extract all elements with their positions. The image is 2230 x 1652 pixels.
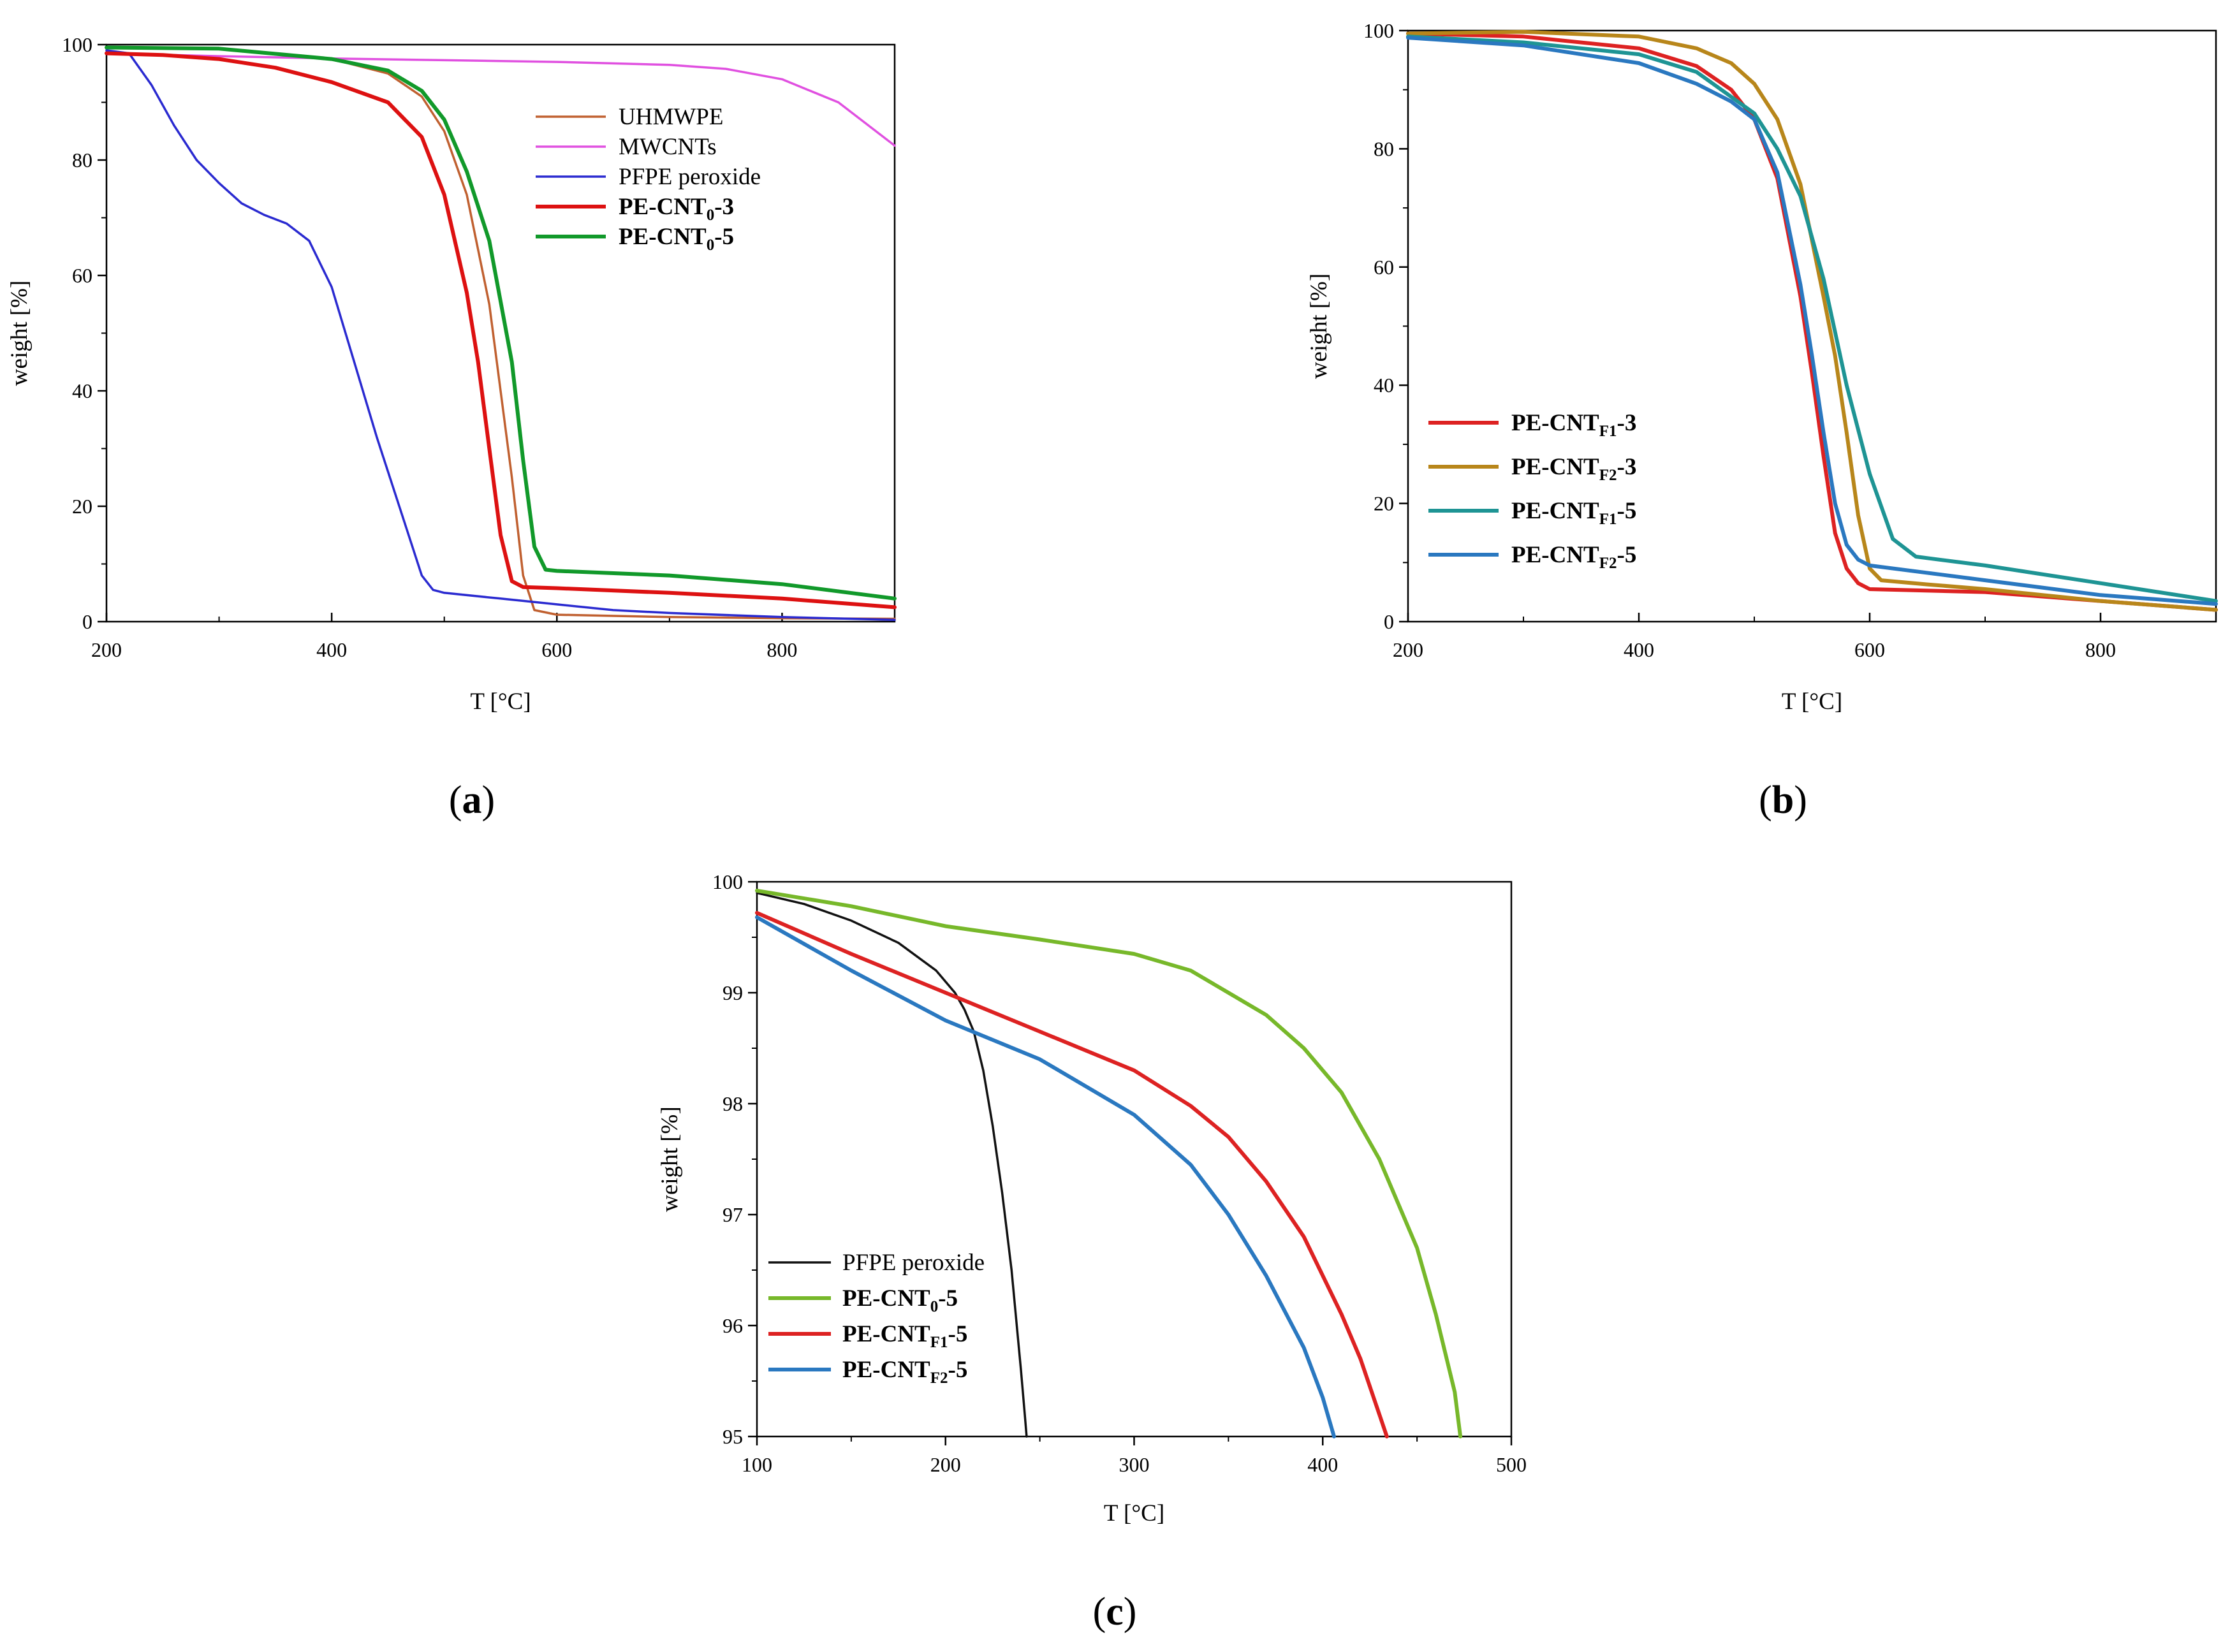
legend-entry: PFPE peroxide <box>842 1250 985 1276</box>
legend-entry: PE-CNTF1-5 <box>842 1321 967 1351</box>
legend: PE-CNTF1-3 PE-CNTF2-3 PE-CNTF1-5 PE-CNTF2-5 <box>1428 410 1636 572</box>
y-axis-label: weight [%] <box>6 281 33 386</box>
y-tick-label: 0 <box>1384 610 1394 633</box>
y-tick-label: 98 <box>723 1092 743 1115</box>
legend-entry: PE-CNTF1-5 <box>1511 498 1636 528</box>
chart-a: 200 400 600 800 0 20 40 60 80 100 T [°C] weight [%]… <box>6 33 897 715</box>
legend-entry: PE-CNT0-3 <box>619 194 734 224</box>
y-tick-label: 100 <box>62 33 92 56</box>
panel-label-b: (b) <box>1759 778 1807 822</box>
x-tick-label: 200 <box>91 638 122 661</box>
y-tick-label: 80 <box>72 149 92 172</box>
panel-label-a: (a) <box>449 778 495 822</box>
y-axis-label: weight [%] <box>1306 274 1332 379</box>
x-tick-label: 300 <box>1119 1453 1150 1476</box>
y-tick-label: 40 <box>1374 374 1394 397</box>
series-line-2 <box>105 52 896 147</box>
series-line-4 <box>755 915 1336 1438</box>
x-axis-label: T [°C] <box>1782 689 1842 715</box>
panel-label-c: (c) <box>1093 1590 1137 1634</box>
series-line-4 <box>105 51 897 610</box>
legend-entry: MWCNTs <box>619 134 717 160</box>
y-tick-label: 60 <box>72 264 92 287</box>
y-tick-label: 20 <box>72 495 92 518</box>
y-tick-label: 100 <box>712 870 743 893</box>
legend-entry: PFPE peroxide <box>619 164 761 190</box>
series-line-1 <box>1406 31 2218 612</box>
x-tick-label: 200 <box>930 1453 961 1476</box>
y-axis-label: weight [%] <box>657 1106 683 1211</box>
y-tick-label: 80 <box>1374 137 1394 160</box>
x-tick-label: 800 <box>2085 638 2116 661</box>
chart-b: 200 400 600 800 0 20 40 60 80 100 T [°C] weight [%]… <box>1306 19 2218 715</box>
x-tick-label: 100 <box>742 1453 772 1476</box>
series-line-2 <box>755 888 1463 1438</box>
plot-frame <box>756 881 1513 1438</box>
series-line-3 <box>755 910 1389 1438</box>
legend-entry: PE-CNTF2-5 <box>842 1357 967 1387</box>
y-tick-label: 97 <box>723 1203 743 1226</box>
x-tick-label: 200 <box>1393 638 1423 661</box>
plot-frame <box>1407 29 2217 623</box>
legend: UHMWPE MWCNTs PFPE peroxide PE-CNT0-3PE-CNT… <box>536 104 761 254</box>
x-tick-label: 500 <box>1496 1453 1527 1476</box>
x-tick-label: 800 <box>767 638 797 661</box>
x-axis-label: T [°C] <box>1104 1500 1164 1526</box>
series-line-3 <box>1406 34 2218 603</box>
y-tick-label: 60 <box>1374 256 1394 279</box>
x-tick-label: 400 <box>1307 1453 1338 1476</box>
x-tick-label: 400 <box>1624 638 1654 661</box>
legend-entry: PE-CNTF2-5 <box>1511 542 1636 572</box>
legend-entry: UHMWPE <box>619 104 723 130</box>
y-tick-label: 96 <box>723 1314 743 1337</box>
y-tick-label: 95 <box>723 1425 743 1448</box>
y-tick-label: 99 <box>723 981 743 1004</box>
y-tick-label: 20 <box>1374 492 1394 515</box>
series-line-3 <box>105 49 896 622</box>
series-line-4 <box>1406 36 2218 606</box>
series-line-5 <box>105 45 897 601</box>
y-tick-label: 100 <box>1363 19 1394 42</box>
x-tick-label: 600 <box>541 638 572 661</box>
x-axis-label: T [°C] <box>470 689 531 715</box>
x-tick-label: 400 <box>316 638 347 661</box>
series-line-2 <box>1406 29 2218 612</box>
y-tick-label: 40 <box>72 379 92 402</box>
legend: PFPE peroxide PE-CNT0-5 PE-CNTF1-5 PE-CNTF2… <box>768 1250 985 1387</box>
legend-entry: PE-CNT0-5 <box>619 224 734 254</box>
x-tick-label: 600 <box>1854 638 1885 661</box>
legend-entry: PE-CNTF2-3 <box>1511 454 1636 484</box>
series-line-1 <box>756 891 1028 1438</box>
y-tick-label: 0 <box>82 610 92 633</box>
legend-entry: PE-CNT0-5 <box>842 1285 958 1315</box>
chart-c: 100 200 300 400 500 95 96 97 98 99 100 T [°C] weight… <box>657 870 1527 1526</box>
legend-entry: PE-CNTF1-3 <box>1511 410 1636 440</box>
